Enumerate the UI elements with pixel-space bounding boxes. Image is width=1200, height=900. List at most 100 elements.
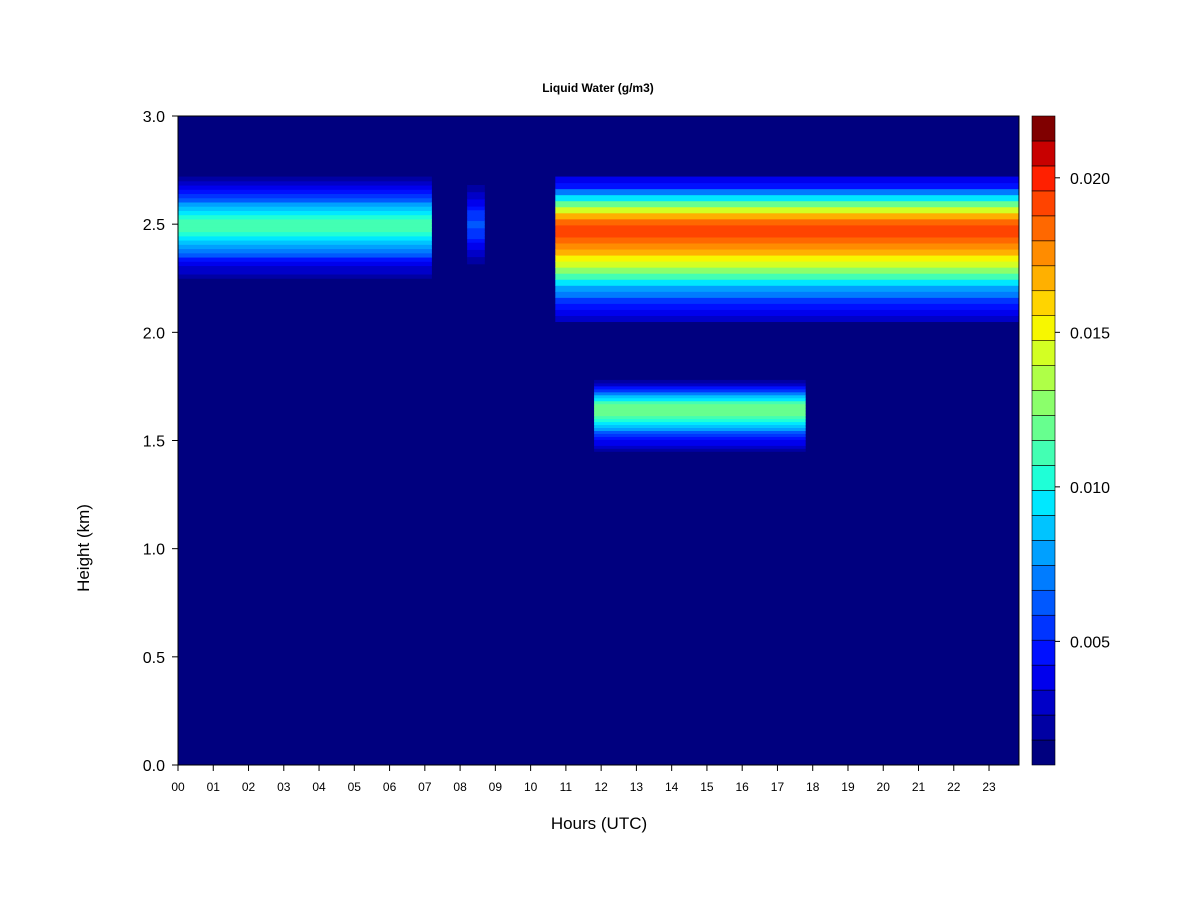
heatmap-cell bbox=[555, 261, 1019, 268]
y-tick-label: 1.0 bbox=[143, 542, 165, 559]
heatmap-cell bbox=[178, 265, 432, 271]
heatmap-cell bbox=[594, 385, 806, 390]
heatmap-cell bbox=[467, 191, 485, 196]
heatmap-cell bbox=[178, 201, 432, 207]
x-tick-label: 05 bbox=[348, 780, 362, 794]
heatmap-cell bbox=[555, 255, 1019, 262]
heatmap-cell bbox=[594, 418, 806, 423]
colorbar-segment bbox=[1031, 365, 1056, 391]
colorbar-segment bbox=[1031, 639, 1056, 666]
heatmap-cell bbox=[467, 220, 485, 225]
colorbar-segment bbox=[1031, 240, 1056, 267]
heatmap-cell bbox=[594, 427, 806, 431]
heatmap-cell bbox=[178, 218, 432, 224]
heatmap-cell bbox=[555, 273, 1019, 280]
colorbar-tick-label: 0.020 bbox=[1070, 171, 1110, 188]
colorbar-segment bbox=[1031, 290, 1056, 316]
x-tick-label: 07 bbox=[418, 780, 432, 794]
x-tick-label: 14 bbox=[665, 780, 679, 794]
heatmap-cell bbox=[555, 206, 1019, 214]
x-tick-label: 06 bbox=[383, 780, 397, 794]
heatmap-cell bbox=[594, 445, 806, 449]
colorbar bbox=[1031, 115, 1056, 766]
colorbar-segment bbox=[1031, 490, 1056, 516]
x-tick-label: 12 bbox=[594, 780, 608, 794]
heatmap-cell bbox=[467, 242, 485, 247]
x-tick-label: 11 bbox=[560, 780, 573, 794]
heatmap-feature bbox=[594, 379, 806, 452]
plot-area bbox=[178, 116, 1019, 765]
heatmap-cell bbox=[178, 274, 432, 279]
colorbar-tick-label: 0.010 bbox=[1070, 480, 1110, 497]
colorbar-segment bbox=[1031, 589, 1056, 616]
x-tick-label: 03 bbox=[277, 780, 291, 794]
heatmap-cell bbox=[467, 224, 485, 229]
heatmap-feature bbox=[178, 176, 432, 279]
y-tick-label: 0.0 bbox=[143, 758, 165, 775]
heatmap-cell bbox=[555, 182, 1019, 190]
heatmap-cell bbox=[178, 227, 432, 233]
heatmap-cell bbox=[594, 379, 806, 384]
heatmap-cell bbox=[594, 424, 806, 429]
x-tick-label: 20 bbox=[877, 780, 891, 794]
heatmap-cell bbox=[178, 257, 432, 262]
heatmap-cell bbox=[467, 188, 485, 193]
colorbar-ticks: 0.005 0.010 0.015 0.020 bbox=[1055, 171, 1110, 651]
heatmap-cell bbox=[555, 194, 1019, 202]
colorbar-segment bbox=[1031, 390, 1056, 416]
y-tick-label: 2.5 bbox=[143, 217, 165, 234]
heatmap-cell bbox=[467, 198, 485, 204]
heatmap-cell bbox=[555, 285, 1019, 292]
x-tick-label: 16 bbox=[736, 780, 750, 794]
heatmap-feature bbox=[555, 176, 1019, 323]
heatmap-cell bbox=[555, 249, 1019, 256]
heatmap-cell bbox=[594, 439, 806, 443]
heatmap-cell bbox=[178, 231, 432, 237]
heatmap-cell bbox=[594, 433, 806, 437]
heatmap-cell bbox=[555, 279, 1019, 286]
y-tick-label: 0.5 bbox=[143, 650, 165, 667]
colorbar-segment bbox=[1031, 340, 1056, 366]
heatmap-cell bbox=[555, 303, 1019, 310]
heatmap-cell bbox=[594, 406, 806, 411]
colorbar-tick-label: 0.015 bbox=[1070, 325, 1110, 342]
heatmap-cell bbox=[467, 216, 485, 222]
x-tick-label: 17 bbox=[771, 780, 785, 794]
heatmap-cell bbox=[467, 263, 485, 268]
heatmap-cell bbox=[555, 224, 1019, 232]
y-tick-label: 3.0 bbox=[143, 109, 165, 126]
heatmap-cell bbox=[594, 388, 806, 393]
heatmap-cell bbox=[467, 249, 485, 254]
y-axis: 0.0 0.5 1.0 1.5 2.0 2.5 3.0 bbox=[143, 109, 178, 775]
colorbar-segment bbox=[1031, 714, 1056, 741]
heatmap-cell bbox=[178, 197, 432, 203]
heatmap-cell bbox=[467, 213, 485, 218]
colorbar-segment bbox=[1031, 190, 1056, 217]
colorbar-segment bbox=[1031, 515, 1056, 541]
heatmap-cell bbox=[594, 403, 806, 408]
colorbar-segment bbox=[1031, 440, 1056, 466]
heatmap-cell bbox=[467, 234, 485, 240]
colorbar-tick-label: 0.005 bbox=[1070, 634, 1110, 651]
colorbar-segment bbox=[1031, 315, 1056, 341]
heatmap-cell bbox=[467, 238, 485, 243]
heatmap-cell bbox=[594, 409, 806, 414]
heatmap-cell bbox=[594, 430, 806, 434]
heatmap-cell bbox=[555, 309, 1019, 316]
heatmap-cell bbox=[467, 245, 485, 250]
heatmap-cell bbox=[555, 243, 1019, 250]
heatmap-cell bbox=[178, 223, 432, 228]
heatmap-cell bbox=[594, 415, 806, 420]
x-tick-label: 04 bbox=[312, 780, 326, 794]
heatmap-cell bbox=[178, 261, 432, 267]
colorbar-segment bbox=[1031, 115, 1056, 142]
x-axis-label: Hours (UTC) bbox=[551, 814, 647, 833]
heatmap-cell bbox=[178, 180, 432, 186]
colorbar-segment bbox=[1031, 165, 1056, 192]
colorbar-segment bbox=[1031, 689, 1056, 716]
heatmap-cell bbox=[467, 227, 485, 232]
colorbar-segment bbox=[1031, 265, 1056, 292]
heatmap-feature bbox=[467, 180, 485, 268]
heatmap-cell bbox=[178, 185, 432, 190]
heatmap-cell bbox=[178, 252, 432, 258]
